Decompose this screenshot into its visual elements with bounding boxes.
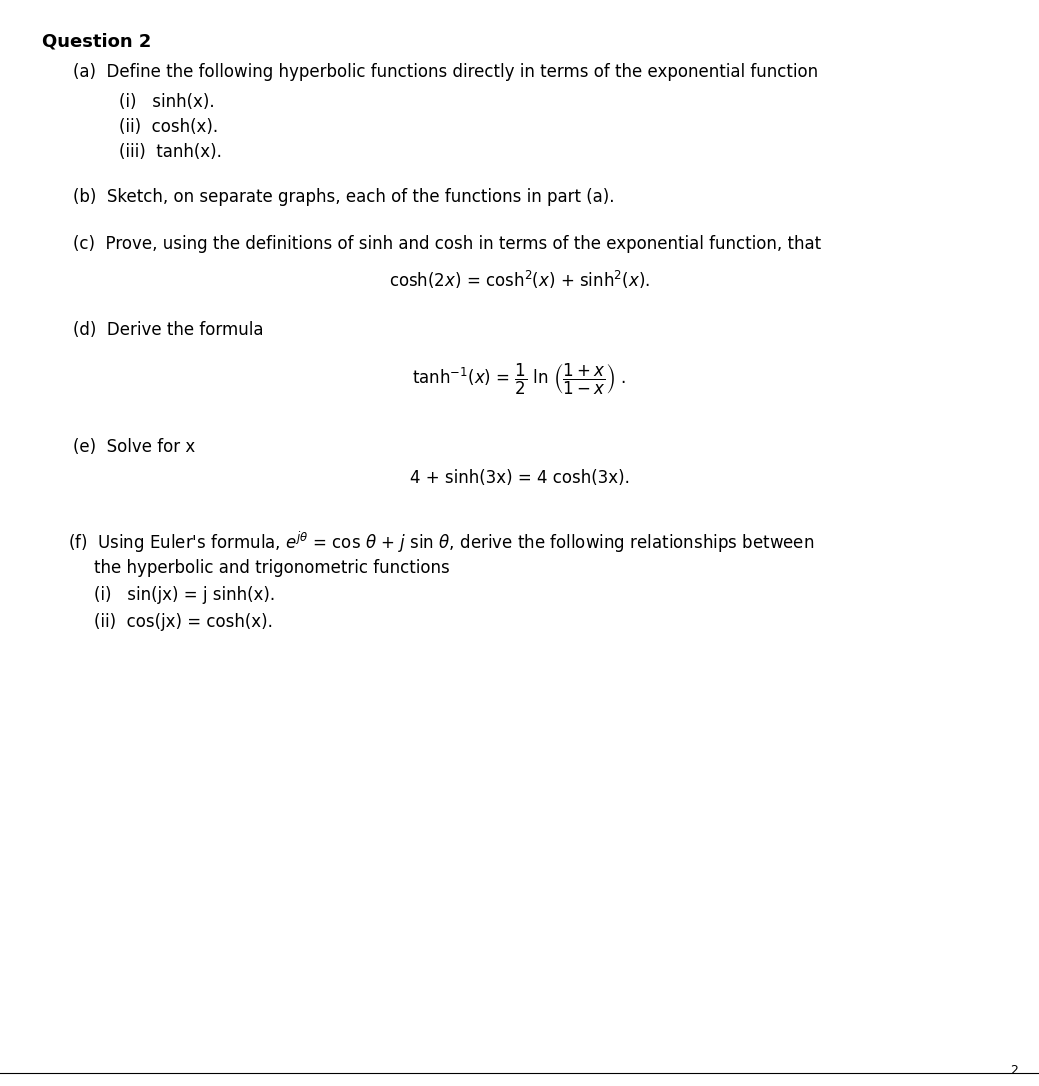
Text: (e)  Solve for x: (e) Solve for x [73, 438, 195, 456]
Text: (b)  Sketch, on separate graphs, each of the functions in part (a).: (b) Sketch, on separate graphs, each of … [73, 188, 614, 206]
Text: 4 + sinh(3x) = 4 cosh(3x).: 4 + sinh(3x) = 4 cosh(3x). [409, 469, 630, 488]
Text: (iii)  tanh(x).: (iii) tanh(x). [119, 143, 222, 162]
Text: (f)  Using Euler's formula, $e^{j\theta}$ = cos $\theta$ + $j$ sin $\theta$, der: (f) Using Euler's formula, $e^{j\theta}$… [68, 530, 814, 555]
Text: (a)  Define the following hyperbolic functions directly in terms of the exponent: (a) Define the following hyperbolic func… [73, 63, 818, 81]
Text: (d)  Derive the formula: (d) Derive the formula [73, 321, 263, 340]
Text: cosh(2$x$) = cosh$^2$($x$) + sinh$^2$($x$).: cosh(2$x$) = cosh$^2$($x$) + sinh$^2$($x… [389, 269, 650, 291]
Text: Question 2: Question 2 [42, 33, 151, 51]
Text: (i)   sin(jx) = j sinh(x).: (i) sin(jx) = j sinh(x). [94, 586, 274, 605]
Text: the hyperbolic and trigonometric functions: the hyperbolic and trigonometric functio… [94, 559, 449, 578]
Text: (ii)  cosh(x).: (ii) cosh(x). [119, 118, 218, 137]
Text: (ii)  cos(jx) = cosh(x).: (ii) cos(jx) = cosh(x). [94, 613, 272, 631]
Text: 2: 2 [1010, 1064, 1018, 1077]
Text: (c)  Prove, using the definitions of sinh and cosh in terms of the exponential f: (c) Prove, using the definitions of sinh… [73, 235, 821, 253]
Text: tanh$^{-1}$($x$) = $\dfrac{1}{2}$ ln $\left(\dfrac{1 + x}{1 - x}\right)$ .: tanh$^{-1}$($x$) = $\dfrac{1}{2}$ ln $\l… [412, 362, 627, 396]
Text: (i)   sinh(x).: (i) sinh(x). [119, 93, 215, 112]
